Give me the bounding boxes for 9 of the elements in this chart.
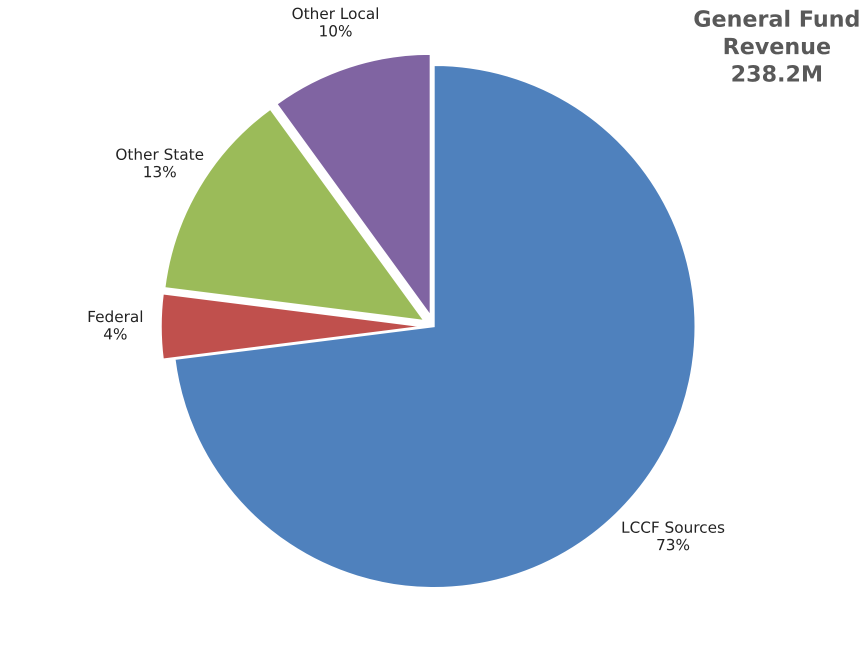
slice-label: Federal bbox=[88, 310, 142, 322]
data-label: 10% bbox=[320, 25, 352, 37]
slice-label: Other Local bbox=[292, 7, 378, 20]
slice-label: Other State bbox=[116, 148, 204, 160]
data-label: 4% bbox=[104, 328, 127, 340]
data-label: 73% bbox=[657, 538, 690, 550]
data-label: 13% bbox=[144, 166, 176, 178]
slice-label: LCCF Sources bbox=[622, 521, 724, 533]
text: General Fund Revenue 238.2M bbox=[694, 10, 859, 82]
